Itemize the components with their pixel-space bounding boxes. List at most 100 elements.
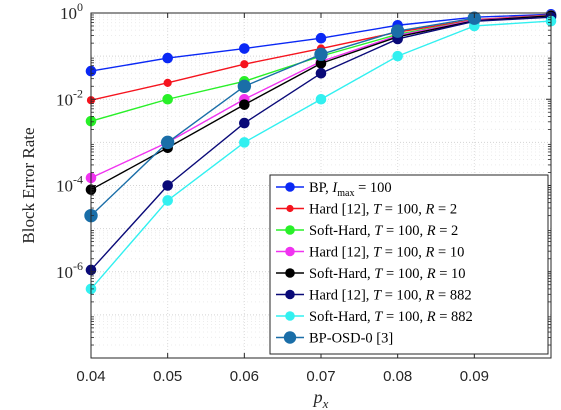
legend-label: BP-OSD-0 [3]: [309, 331, 393, 347]
series-8: [84, 11, 482, 223]
data-point: [467, 11, 482, 25]
legend-label: BP, Imax = 100: [309, 180, 392, 199]
y-tick-label: 10-6: [56, 259, 83, 282]
legend-label: Soft-Hard, T = 100, R = 10: [309, 266, 466, 282]
legend-text-part: = 10: [434, 245, 464, 261]
legend-symbol: T: [373, 202, 382, 218]
data-point: [240, 60, 249, 69]
y-tick-base: 10: [56, 90, 73, 109]
legend-symbol: I: [331, 180, 338, 196]
y-tick-base: 10: [56, 263, 73, 282]
x-axis-label: px: [312, 387, 329, 410]
data-point: [162, 195, 173, 206]
data-point: [239, 43, 250, 54]
legend-swatch-marker: [285, 225, 295, 235]
legend-text-part: = 100: [354, 180, 391, 196]
legend-symbol: R: [426, 223, 436, 239]
legend-swatch-marker: [285, 311, 295, 321]
data-point: [237, 79, 252, 93]
legend-symbol: R: [426, 266, 436, 282]
legend-text-part: = 2: [436, 223, 459, 239]
data-point: [239, 117, 250, 129]
y-tick-base: 10: [56, 177, 73, 196]
legend-text-part: = 2: [434, 202, 457, 218]
legend-symbol: T: [373, 288, 382, 304]
legend-text-part: Soft-Hard,: [309, 266, 374, 282]
data-point: [239, 99, 250, 110]
data-point: [392, 50, 403, 62]
legend-item-4: Hard [12], T = 100, R = 10: [276, 245, 464, 261]
x-axis-label-base: p: [312, 387, 323, 407]
data-point: [163, 78, 172, 87]
y-tick-label: 10-4: [56, 173, 83, 196]
x-axis-label-subscript: x: [322, 396, 329, 410]
legend-text-part: BP,: [309, 180, 332, 196]
legend-item-2: Hard [12], T = 100, R = 2: [276, 202, 457, 218]
y-tick-label: 10-2: [56, 86, 83, 109]
data-point: [314, 47, 328, 62]
legend-symbol: T: [374, 266, 383, 282]
legend-symbol: R: [425, 288, 435, 304]
x-tick-label: 0.04: [76, 368, 105, 385]
legend-swatch-marker: [286, 204, 294, 213]
data-point: [162, 180, 173, 191]
legend-text-part: = 882: [434, 288, 471, 304]
legend-item-3: Soft-Hard, T = 100, R = 2: [276, 223, 458, 239]
legend-text-part: = 100,: [382, 309, 426, 325]
data-point: [315, 67, 327, 79]
legend-box: [269, 174, 549, 355]
y-tick-base: 10: [60, 4, 77, 23]
legend-swatch-marker: [285, 289, 295, 300]
legend-text-part: Hard [12],: [309, 202, 373, 218]
series-line: [90, 17, 475, 217]
legend-text-part: = 10: [436, 266, 466, 282]
legend-swatch-marker: [285, 182, 295, 192]
legend-item-1: BP, Imax = 100: [276, 180, 392, 199]
data-point: [315, 32, 327, 44]
axes: 0.04 0.05 0.06 0.07 0.08 0.0910010-210-410-6p…: [19, 0, 551, 410]
x-tick-label: 0.06: [230, 368, 259, 385]
legend-item-5: Soft-Hard, T = 100, R = 10: [276, 266, 466, 282]
legend-text-part: = 100,: [381, 202, 425, 218]
legend-text-part: = 100,: [382, 266, 426, 282]
legend-text-part: Soft-Hard,: [309, 223, 374, 239]
legend-item-7: Soft-Hard, T = 100, R = 882: [276, 309, 473, 325]
x-tick-label: 0.07: [306, 368, 335, 385]
legend-text-part: Soft-Hard,: [309, 309, 374, 325]
y-tick-label: 100: [60, 0, 83, 23]
legend-symbol: T: [374, 309, 383, 325]
legend-label: Hard [12], T = 100, R = 2: [309, 202, 457, 218]
legend-text-part: = 100,: [382, 223, 426, 239]
data-point: [160, 135, 175, 150]
y-tick-exponent: -2: [73, 86, 83, 100]
legend-item-6: Hard [12], T = 100, R = 882: [276, 288, 472, 304]
legend-symbol: T: [374, 223, 383, 239]
legend-text-part: = 882: [436, 309, 473, 325]
legend-swatch-marker: [285, 246, 295, 257]
legend-swatch-marker: [283, 331, 297, 344]
legend-symbol: R: [425, 245, 435, 261]
data-point: [315, 93, 327, 105]
legend-label: Soft-Hard, T = 100, R = 882: [309, 309, 473, 325]
legend-symbol: T: [373, 245, 382, 261]
legend-swatch-marker: [285, 268, 295, 278]
legend-label: Hard [12], T = 100, R = 882: [309, 288, 472, 304]
legend-label: Hard [12], T = 100, R = 10: [309, 245, 464, 261]
y-tick-exponent: -6: [73, 259, 83, 273]
data-point: [162, 52, 173, 64]
legend-subscript: max: [337, 188, 354, 199]
y-tick-exponent: -4: [73, 173, 83, 187]
x-tick-label: 0.08: [383, 368, 412, 385]
data-point: [162, 93, 173, 105]
legend-text-part: BP-OSD-0 [3]: [309, 331, 393, 347]
y-tick-exponent: 0: [77, 0, 83, 14]
x-tick-label: 0.09: [460, 368, 489, 385]
legend-item-8: BP-OSD-0 [3]: [276, 331, 393, 347]
legend-symbol: R: [425, 202, 435, 218]
data-point: [239, 137, 250, 148]
legend-text-part: Hard [12],: [309, 288, 373, 304]
data-point: [390, 24, 405, 38]
y-axis-label: Block Error Rate: [19, 127, 38, 243]
